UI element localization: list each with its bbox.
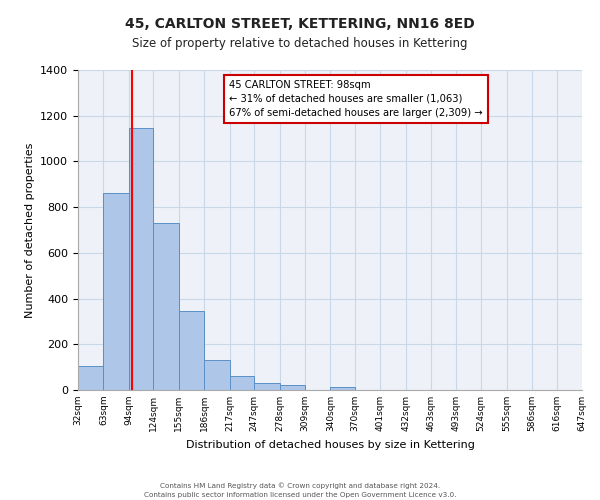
Bar: [254, 383, 280, 390]
Text: 45 CARLTON STREET: 98sqm
← 31% of detached houses are smaller (1,063)
67% of sem: 45 CARLTON STREET: 98sqm ← 31% of detach…: [229, 80, 483, 118]
Bar: [129, 128, 154, 390]
Bar: [78, 366, 103, 390]
Bar: [230, 376, 254, 390]
Y-axis label: Number of detached properties: Number of detached properties: [25, 142, 35, 318]
Text: Size of property relative to detached houses in Kettering: Size of property relative to detached ho…: [132, 38, 468, 51]
X-axis label: Distribution of detached houses by size in Kettering: Distribution of detached houses by size …: [185, 440, 475, 450]
Text: 45, CARLTON STREET, KETTERING, NN16 8ED: 45, CARLTON STREET, KETTERING, NN16 8ED: [125, 18, 475, 32]
Bar: [154, 223, 179, 390]
Bar: [179, 311, 204, 390]
Bar: [103, 194, 129, 390]
Text: Contains HM Land Registry data © Crown copyright and database right 2024.
Contai: Contains HM Land Registry data © Crown c…: [144, 482, 456, 498]
Bar: [280, 386, 305, 390]
Bar: [331, 386, 355, 390]
Bar: [204, 360, 230, 390]
